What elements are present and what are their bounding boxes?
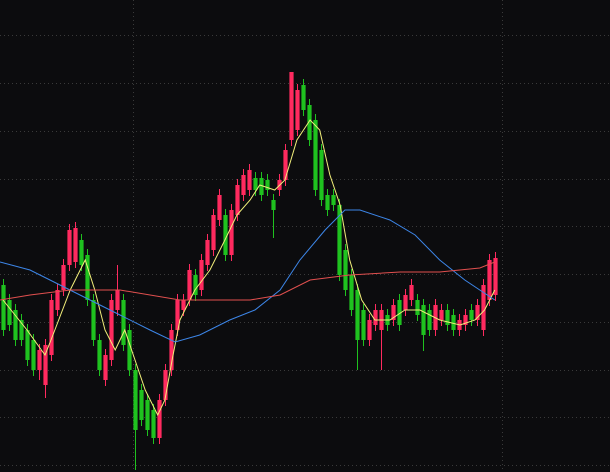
candle-body	[31, 340, 36, 370]
candle-body	[175, 300, 180, 330]
candle-body	[409, 285, 414, 300]
candle-body	[427, 310, 432, 330]
candle-body	[361, 310, 366, 340]
candle-body	[265, 180, 270, 190]
candle-body	[67, 230, 72, 265]
candle-body	[193, 275, 198, 295]
candle-body	[469, 310, 474, 320]
candle-body	[253, 178, 258, 190]
candle-body	[19, 320, 24, 340]
candle-body	[55, 290, 60, 310]
candle-body	[49, 300, 54, 355]
candle-body	[103, 355, 108, 380]
candle-body	[241, 175, 246, 195]
candle-body	[211, 215, 216, 250]
candle-body	[109, 300, 114, 360]
candle-body	[169, 330, 174, 370]
candle-body	[91, 300, 96, 340]
candle-body	[85, 255, 90, 300]
candle-body	[493, 258, 498, 295]
candle-body	[451, 315, 456, 330]
candle-body	[421, 305, 426, 335]
candle-body	[355, 290, 360, 340]
candle-body	[157, 400, 162, 438]
candle-body	[79, 240, 84, 265]
candle-body	[133, 370, 138, 430]
candle-body	[43, 345, 48, 385]
candle-body	[343, 250, 348, 290]
candle-body	[181, 300, 186, 310]
candle-body	[271, 200, 276, 210]
candle-body	[325, 195, 330, 210]
candle-body	[403, 295, 408, 310]
candle-body	[145, 400, 150, 430]
candle-body	[163, 370, 168, 400]
candle-body	[367, 320, 372, 340]
candle-body	[313, 120, 318, 190]
candle-body	[25, 330, 30, 360]
candle-body	[235, 185, 240, 215]
candle-body	[481, 285, 486, 330]
candle-body	[229, 210, 234, 255]
candle-body	[97, 340, 102, 370]
candle-body	[7, 300, 12, 325]
candle-body	[73, 228, 78, 262]
candle-body	[307, 105, 312, 140]
candle-body	[217, 195, 222, 220]
candle-body	[289, 72, 294, 140]
candle-body	[205, 240, 210, 265]
candle-body	[373, 310, 378, 325]
candle-body	[13, 310, 18, 340]
candle-body	[247, 170, 252, 190]
candle-body	[331, 195, 336, 205]
candle-body	[391, 305, 396, 320]
candle-body	[259, 178, 264, 195]
candle-body	[139, 390, 144, 420]
moving-average-line	[0, 261, 495, 301]
candle-body	[301, 85, 306, 110]
candle-body	[283, 150, 288, 180]
candle-body	[415, 300, 420, 315]
candle-body	[295, 90, 300, 130]
candle-body	[349, 275, 354, 310]
candle-body	[397, 300, 402, 325]
candle-body	[61, 265, 66, 290]
candle-body	[1, 285, 6, 330]
candle-body	[337, 205, 342, 275]
candle-body	[439, 310, 444, 320]
moving-average-line	[0, 209, 496, 343]
moving-average-line	[2, 119, 496, 417]
candle-body	[445, 310, 450, 325]
candle-body	[121, 300, 126, 345]
candle-body	[127, 330, 132, 370]
candle-body	[199, 260, 204, 290]
candle-body	[115, 290, 120, 310]
candle-body	[319, 150, 324, 200]
candle-body	[487, 260, 492, 300]
candle-body	[187, 270, 192, 300]
candle-body	[475, 305, 480, 320]
candle-body	[223, 215, 228, 255]
candle-body	[151, 410, 156, 438]
candle-body	[463, 315, 468, 325]
candle-body	[37, 350, 42, 370]
